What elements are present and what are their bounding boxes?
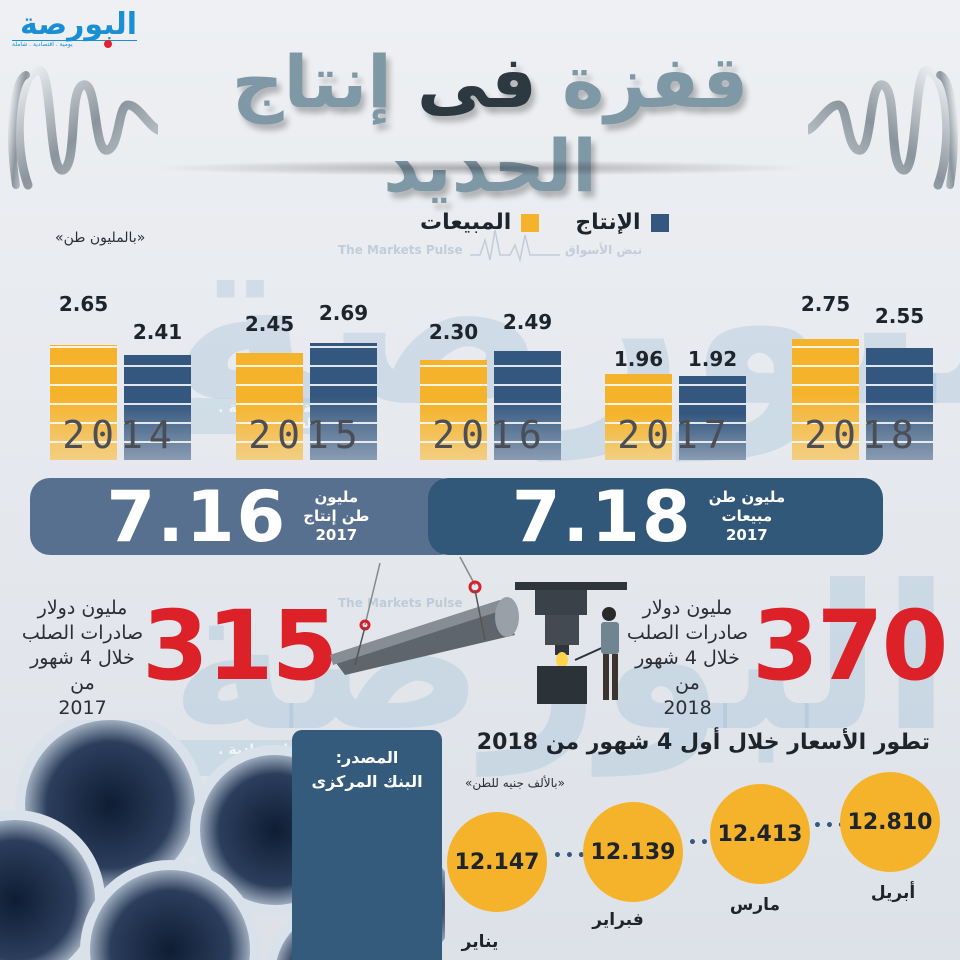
production-2017-banner: مليون طن إنتاج 2017 7.16 — [30, 478, 460, 555]
x-label-2018: 2018 — [804, 413, 920, 457]
steel-forge-worker-illustration — [515, 582, 627, 704]
caption-line: مليون طن — [708, 488, 786, 506]
production-swatch-icon — [650, 213, 669, 232]
x-label-2015: 2015 — [248, 413, 364, 457]
bar-value-production-2017: 1.92 — [687, 347, 738, 371]
bar-value-sales-2015: 2.45 — [244, 312, 295, 336]
bar-value-sales-2016: 2.30 — [428, 320, 479, 344]
sales-2017-value: 7.18 — [511, 475, 693, 558]
bar-production-2016 — [494, 351, 561, 460]
bar-sales-2018 — [792, 339, 859, 460]
exports-2017-value: 315 — [142, 590, 338, 702]
legend-sales: المبيعات — [420, 210, 540, 235]
bar-value-production-2016: 2.49 — [502, 310, 553, 334]
group-2017: 1.96 1.92 — [605, 240, 746, 460]
title-word-1: قفزة — [561, 40, 749, 124]
connector-dots-icon: ••• — [553, 848, 589, 864]
production-2017-value: 7.16 — [106, 475, 288, 558]
caption-line: مليون — [314, 488, 359, 506]
production-2017-caption: مليون طن إنتاج 2017 — [303, 488, 369, 545]
watermark-pulse-en: The Markets Pulse — [338, 243, 463, 257]
sales-2017-banner: مليون طن مبيعات 2017 7.18 — [428, 478, 883, 555]
bar-value-production-2014: 2.41 — [132, 320, 183, 344]
brand-logo: البورصة يومية . اقتصادية . شاملة — [12, 7, 138, 52]
bar-value-production-2015: 2.69 — [318, 301, 369, 325]
caption-line: 2017 — [725, 526, 768, 544]
logo-text: البورصة — [19, 7, 138, 42]
bar-production-2018 — [866, 348, 933, 460]
unit-note: «بالمليون طن» — [55, 230, 146, 246]
group-2016: 2.30 2.49 — [420, 240, 561, 460]
source-label: المصدر: — [335, 748, 399, 767]
exports-2018-caption: مليون دولار صادرات الصلب خلال 4 شهور من … — [625, 596, 750, 721]
logo-tagline: يومية . اقتصادية . شاملة — [12, 40, 137, 48]
bar-sales-2014 — [50, 345, 117, 460]
caption-line: 2018 — [663, 697, 712, 719]
x-label-2016: 2016 — [432, 413, 548, 457]
title-word-2: فى — [416, 40, 538, 124]
rebar-coil-left-icon — [8, 65, 158, 190]
caption-line: طن إنتاج — [303, 507, 370, 525]
x-label-2014: 2014 — [62, 413, 178, 457]
caption-line: صادرات الصلب — [626, 622, 749, 644]
bar-production-2015 — [310, 343, 377, 460]
title-word-3: إنتاج الحديد — [231, 40, 598, 208]
title-shadow — [150, 160, 810, 176]
bar-value-sales-2014: 2.65 — [58, 292, 109, 316]
caption-line: 2017 — [315, 526, 358, 544]
group-2014: 2.65 2.41 — [50, 240, 191, 460]
price-bubble-january: 12.147 — [447, 812, 547, 912]
bar-production-2014 — [124, 355, 191, 460]
month-label-march: مارس — [729, 895, 781, 915]
caption-line: صادرات الصلب — [21, 622, 144, 644]
bar-production-2017 — [679, 376, 746, 460]
legend-production: الإنتاج — [575, 210, 669, 235]
caption-line: خلال 4 شهور من — [635, 647, 740, 694]
month-label-february: فبراير — [592, 910, 644, 930]
bar-sales-2015 — [236, 353, 303, 460]
caption-line: خلال 4 شهور من — [30, 647, 135, 694]
source-name: البنك المركزى — [311, 772, 423, 791]
source-box: المصدر: البنك المركزى — [292, 730, 442, 960]
bar-chart: 2.65 2.41 2.45 2.69 2.30 2.49 1.96 — [0, 0, 960, 460]
sales-swatch-icon — [521, 213, 540, 232]
legend-production-label: الإنتاج — [575, 210, 641, 235]
caption-line: 2017 — [58, 697, 107, 719]
caption-line: مليون دولار — [642, 597, 733, 619]
month-label-january: يناير — [461, 932, 499, 952]
steel-pipes-crane-illustration — [330, 556, 519, 675]
x-label-2017: 2017 — [617, 413, 733, 457]
pulse-line-icon — [470, 229, 560, 263]
price-bubble-april: 12.810 — [840, 772, 940, 872]
price-bubble-february: 12.139 — [583, 802, 683, 902]
exports-2017-caption: مليون دولار صادرات الصلب خلال 4 شهور من … — [20, 596, 145, 721]
sales-2017-caption: مليون طن مبيعات 2017 — [709, 488, 786, 545]
price-bubble-march: 12.413 — [710, 784, 810, 884]
watermark-pulse-ar: نبض الأسواق — [565, 243, 643, 257]
bar-sales-2016 — [420, 360, 487, 460]
chart-legend: الإنتاج المبيعات — [420, 210, 669, 235]
prices-unit-note: «بالألف جنيه للطن» — [465, 776, 565, 790]
bar-sales-2017 — [605, 374, 672, 460]
legend-sales-label: المبيعات — [420, 210, 512, 235]
bar-value-production-2018: 2.55 — [874, 304, 925, 328]
prices-title: تطور الأسعار خلال أول 4 شهور من 2018 — [476, 730, 930, 755]
month-label-april: أبريل — [870, 883, 916, 903]
exports-2018-value: 370 — [752, 590, 948, 702]
connector-dots-icon: ••• — [813, 818, 849, 834]
caption-line: مليون دولار — [37, 597, 128, 619]
group-2015: 2.45 2.69 — [236, 240, 377, 460]
bar-value-sales-2018: 2.75 — [800, 292, 851, 316]
logo-red-dot — [104, 40, 112, 48]
group-2018: 2.75 2.55 — [792, 240, 933, 460]
caption-line: مبيعات — [721, 507, 773, 525]
bar-value-sales-2017: 1.96 — [613, 347, 664, 371]
rebar-coil-right-icon — [808, 65, 958, 190]
page-title: قفزة فى إنتاج الحديد — [130, 40, 850, 208]
